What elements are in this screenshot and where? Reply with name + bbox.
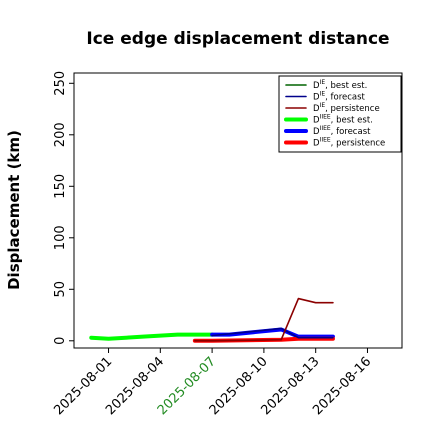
y-tick-label-0: 0: [53, 337, 68, 345]
series-line-3: [89, 332, 215, 341]
legend-label-5: DIIEE, persistence: [313, 137, 385, 149]
y-axis-label: Displacement (km): [5, 130, 23, 290]
y-tick-label-100: 100: [53, 225, 68, 250]
y-tick-label-200: 200: [53, 122, 68, 147]
chart-title: Ice edge displacement distance: [86, 29, 389, 49]
series-line-1: [211, 327, 334, 339]
y-tick-label-150: 150: [53, 174, 68, 199]
series-line-2: [194, 297, 334, 342]
legend-label-0: DIE, best est.: [313, 79, 367, 91]
legend-box: [278, 75, 402, 153]
y-tick-label-250: 250: [53, 71, 68, 96]
legend-label-2: DIE, persistence: [313, 102, 380, 114]
plot-frame: [73, 72, 403, 349]
legend-label-1: DIE, forecast: [313, 91, 366, 103]
y-tick-label-50: 50: [53, 281, 68, 298]
y-axis: 0 50 100 150 200 250: [53, 71, 74, 345]
x-axis: 2025-08-012025-08-042025-08-072025-08-10…: [51, 348, 374, 418]
plot-lines: [89, 297, 335, 343]
